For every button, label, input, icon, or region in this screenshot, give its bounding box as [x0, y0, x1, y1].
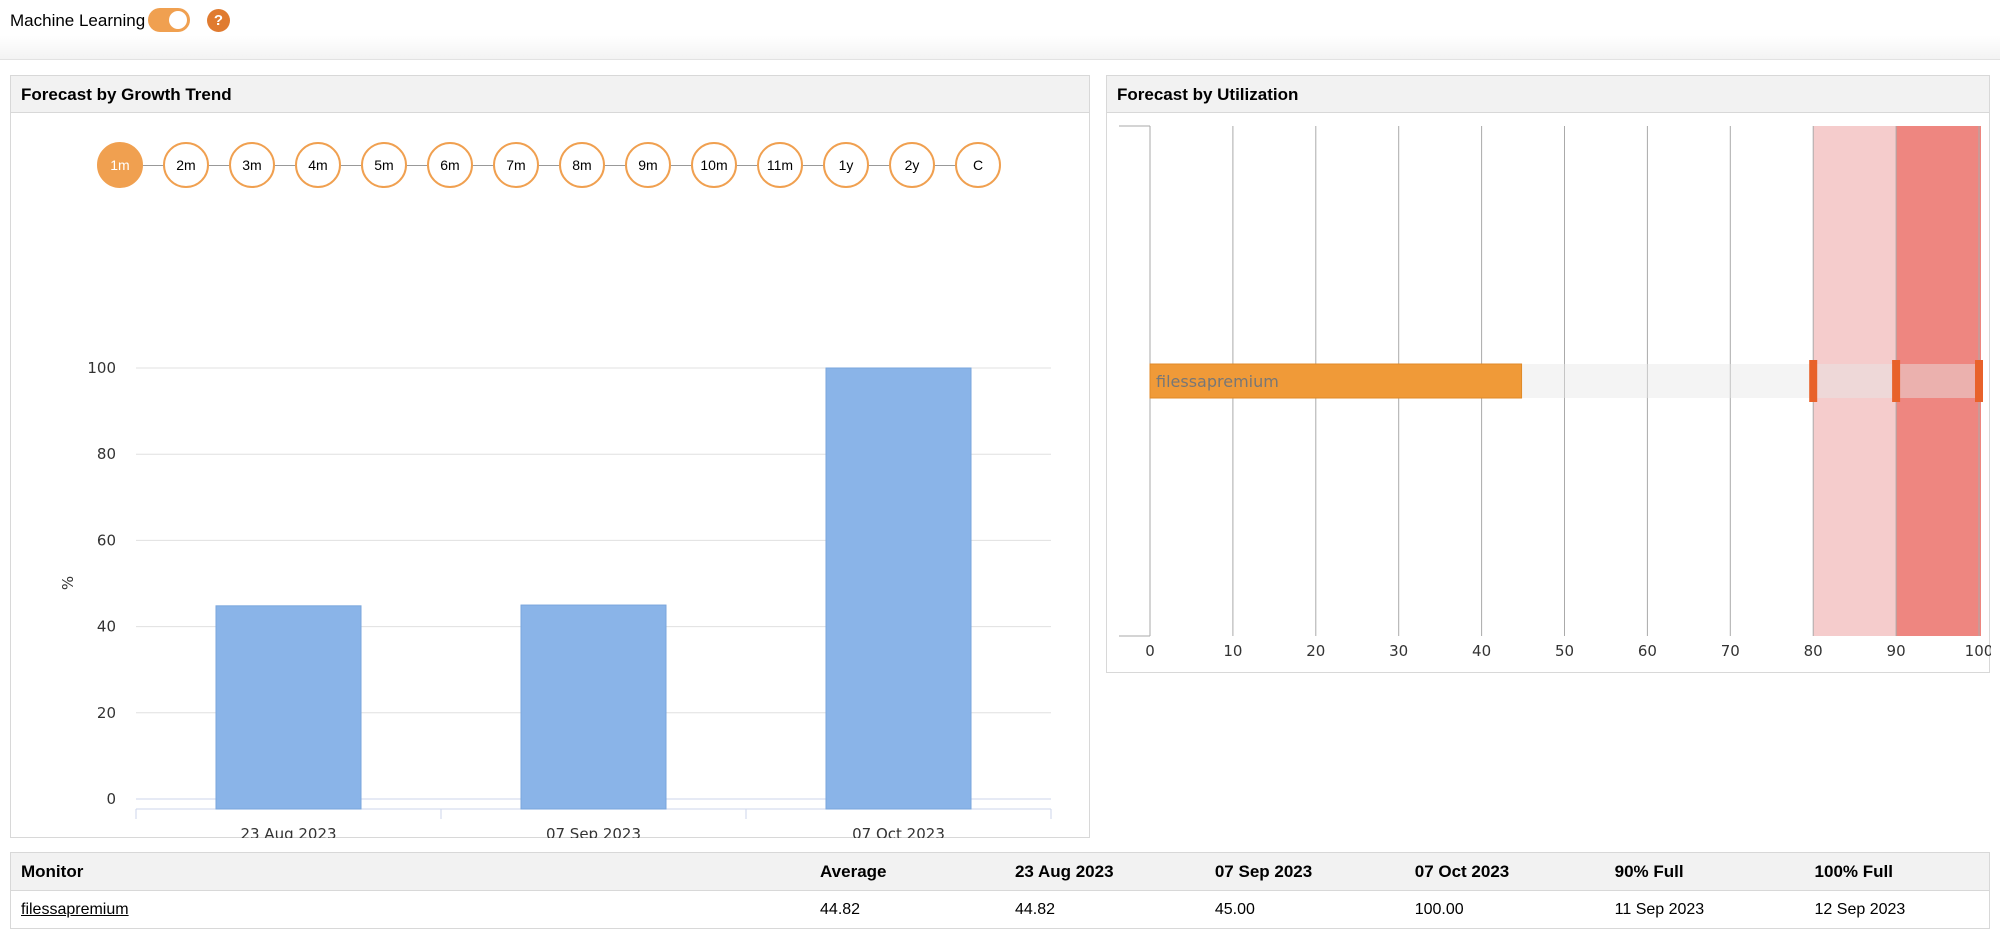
table-cell: 100.00	[1414, 900, 1464, 918]
period-connector	[209, 164, 229, 166]
period-button-1m[interactable]: 1m	[97, 142, 143, 188]
x-tick-label: 80	[1804, 642, 1823, 660]
period-connector	[935, 164, 955, 166]
period-button-4m[interactable]: 4m	[295, 142, 341, 188]
panel-title: Forecast by Utilization	[1107, 76, 1989, 113]
period-button-9m[interactable]: 9m	[625, 142, 671, 188]
help-icon[interactable]: ?	[207, 9, 230, 32]
period-connector	[671, 164, 691, 166]
column-header: 07 Sep 2023	[1204, 852, 1405, 891]
y-axis-label: %	[59, 576, 77, 590]
period-connector	[143, 164, 163, 166]
column-header: 100% Full	[1804, 852, 1990, 891]
x-tick-label: 23 Aug 2023	[240, 825, 336, 838]
table-cell: 45.00	[1214, 900, 1255, 918]
column-header: 07 Oct 2023	[1404, 852, 1605, 891]
column-header: 23 Aug 2023	[1004, 852, 1205, 891]
utilization-panel: Forecast by Utilization 0 10 20 30 40 50 60 70 8…	[1106, 75, 1991, 673]
period-button-6m[interactable]: 6m	[427, 142, 473, 188]
x-tick-label: 07 Oct 2023	[852, 825, 945, 838]
machine-learning-toggle[interactable]	[148, 8, 190, 32]
period-button-5m[interactable]: 5m	[361, 142, 407, 188]
column-header: Monitor	[10, 852, 811, 891]
top-bar: Machine Learning ?	[0, 0, 2000, 60]
period-button-C[interactable]: C	[955, 142, 1001, 188]
y-tick-label: 40	[97, 618, 116, 636]
growth-chart: 0 20 40 60 80 100% 23 Aug 2023 07 Sep 2023 07 Oc…	[59, 359, 1052, 838]
column-header: 90% Full	[1604, 852, 1805, 891]
table-row: filessapremium 44.82 44.82 45.00 100.00 11 Se…	[11, 891, 1990, 929]
period-button-2m[interactable]: 2m	[163, 142, 209, 188]
x-tick-label: 50	[1555, 642, 1574, 660]
bar	[520, 604, 667, 810]
period-connector	[803, 164, 823, 166]
utilization-chart: 0 10 20 30 40 50 60 70 80 90 100 filessapremium	[1119, 125, 1991, 660]
period-button-1y[interactable]: 1y	[823, 142, 869, 188]
column-header: Average	[810, 852, 1005, 891]
y-tick-label: 80	[97, 445, 116, 463]
threshold-marker	[1809, 360, 1818, 402]
period-connector	[407, 164, 427, 166]
table-cell: 11 Sep 2023	[1614, 900, 1705, 918]
monitor-link[interactable]: filessapremium	[21, 900, 129, 918]
x-tick-label: 40	[1472, 642, 1491, 660]
threshold-marker	[1975, 360, 1983, 402]
x-tick-label: 30	[1389, 642, 1408, 660]
toggle-knob	[169, 11, 187, 29]
threshold-band	[1896, 126, 1981, 636]
machine-learning-label: Machine Learning	[10, 11, 146, 30]
bar-label: filessapremium	[1156, 372, 1279, 391]
x-tick-label: 07 Sep 2023	[546, 825, 641, 838]
period-button-10m[interactable]: 10m	[691, 142, 737, 188]
forecast-table: Monitor Average 23 Aug 2023 07 Sep 2023 07 O…	[10, 852, 1990, 929]
table-header-row: Monitor Average 23 Aug 2023 07 Sep 2023 07 O…	[10, 852, 1990, 891]
period-connector	[275, 164, 295, 166]
x-tick-label: 10	[1223, 642, 1242, 660]
utilization-bar	[1149, 363, 1523, 399]
y-tick-label: 100	[87, 359, 116, 377]
period-connector	[869, 164, 889, 166]
x-tick-label: 90	[1887, 642, 1906, 660]
period-connector	[539, 164, 559, 166]
period-connector	[341, 164, 361, 166]
x-tick-label: 100	[1965, 642, 1991, 660]
x-tick-label: 0	[1145, 642, 1155, 660]
period-button-11m[interactable]: 11m	[757, 142, 803, 188]
table-cell: 44.82	[820, 900, 861, 918]
table-cell: filessapremium	[11, 891, 811, 929]
x-tick-label: 70	[1721, 642, 1740, 660]
x-tick-label: 20	[1306, 642, 1325, 660]
period-button-2y[interactable]: 2y	[889, 142, 935, 188]
threshold-marker	[1892, 360, 1901, 402]
period-button-8m[interactable]: 8m	[559, 142, 605, 188]
period-connector	[737, 164, 757, 166]
bar	[825, 367, 972, 810]
y-tick-label: 20	[97, 704, 116, 722]
bar	[215, 605, 362, 810]
table-cell: 44.82	[1014, 900, 1055, 918]
x-tick-label: 60	[1638, 642, 1657, 660]
period-button-3m[interactable]: 3m	[229, 142, 275, 188]
table-cell: 12 Sep 2023	[1814, 900, 1906, 918]
panel-title: Forecast by Growth Trend	[11, 76, 1089, 113]
y-tick-label: 60	[97, 531, 116, 549]
y-tick-label: 0	[106, 790, 116, 808]
period-selector: 1m 2m 3m 4m 5m 6m 7m 8m 9m 10m 11m 1y 2y C	[97, 142, 1001, 188]
period-button-7m[interactable]: 7m	[493, 142, 539, 188]
period-connector	[605, 164, 625, 166]
growth-trend-panel: Forecast by Growth Trend 1m 2m 3m 4m 5m 6m 7m 8…	[10, 75, 1090, 838]
threshold-band	[1813, 126, 1899, 636]
period-connector	[473, 164, 493, 166]
